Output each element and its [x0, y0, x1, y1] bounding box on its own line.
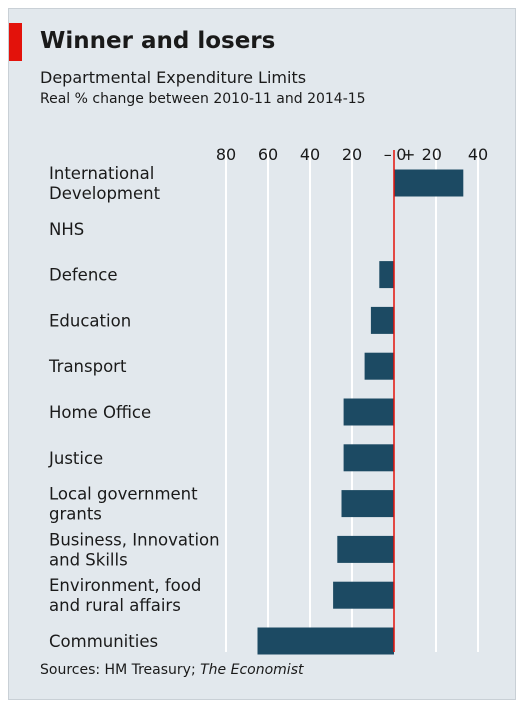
- bar: [333, 581, 394, 609]
- category-label: Defence: [49, 266, 118, 285]
- x-tick-label: 0: [396, 145, 406, 164]
- x-tick-label: 40: [468, 145, 488, 164]
- category-label-line: and Skills: [49, 550, 128, 569]
- chart-note: Real % change between 2010-11 and 2014-1…: [40, 91, 366, 107]
- category-label-line: Environment, food: [49, 576, 201, 595]
- bar: [379, 261, 394, 289]
- category-label-line: Home Office: [49, 403, 151, 422]
- category-label: Business, Innovation and Skills: [49, 530, 220, 569]
- bar: [257, 627, 394, 655]
- x-tick-label: 20: [422, 145, 442, 164]
- bar: [343, 444, 394, 472]
- bar: [341, 490, 394, 518]
- category-label: Home Office: [49, 403, 151, 422]
- category-label-line: Justice: [48, 449, 103, 468]
- chart-subtitle: Departmental Expenditure Limits: [40, 68, 307, 87]
- category-label-line: NHS: [49, 220, 84, 239]
- category-label-line: Communities: [49, 632, 158, 651]
- x-tick-label: 20: [342, 145, 362, 164]
- category-label-line: Education: [49, 311, 131, 330]
- bar: [364, 352, 394, 380]
- chart-title: Winner and losers: [40, 28, 276, 54]
- x-tick-label: 40: [300, 145, 320, 164]
- category-label-line: grants: [49, 505, 102, 524]
- category-label: Environment, food and rural affairs: [49, 576, 201, 615]
- bar: [394, 169, 464, 197]
- x-tick-label: 60: [258, 145, 278, 164]
- red-accent-tag: [9, 23, 22, 61]
- bar: [370, 306, 394, 334]
- category-label: Education: [49, 311, 131, 330]
- category-label-line: and rural affairs: [49, 596, 181, 615]
- x-tick-label: 80: [216, 145, 236, 164]
- source-note: Sources: HM Treasury; The Economist: [40, 662, 303, 678]
- category-label-line: International: [49, 164, 154, 183]
- source-prefix: Sources: HM Treasury;: [40, 662, 201, 678]
- x-tick-label: +: [402, 145, 415, 164]
- category-label-line: Development: [49, 184, 161, 203]
- category-label: Transport: [48, 357, 127, 376]
- category-label: International Development: [49, 164, 161, 203]
- category-label-line: Business, Innovation: [49, 530, 220, 549]
- category-label-line: Defence: [49, 266, 118, 285]
- category-label: NHS: [49, 220, 84, 239]
- bar: [337, 535, 394, 563]
- bar: [343, 398, 394, 426]
- chart-panel: [8, 8, 516, 700]
- category-label-line: Transport: [48, 357, 127, 376]
- source-italic: The Economist: [200, 662, 304, 678]
- category-label: Communities: [49, 632, 158, 651]
- x-tick-label: –: [384, 145, 392, 164]
- category-label: Local government grants: [49, 485, 198, 524]
- category-label-line: Local government: [49, 485, 198, 504]
- category-label: Justice: [48, 449, 103, 468]
